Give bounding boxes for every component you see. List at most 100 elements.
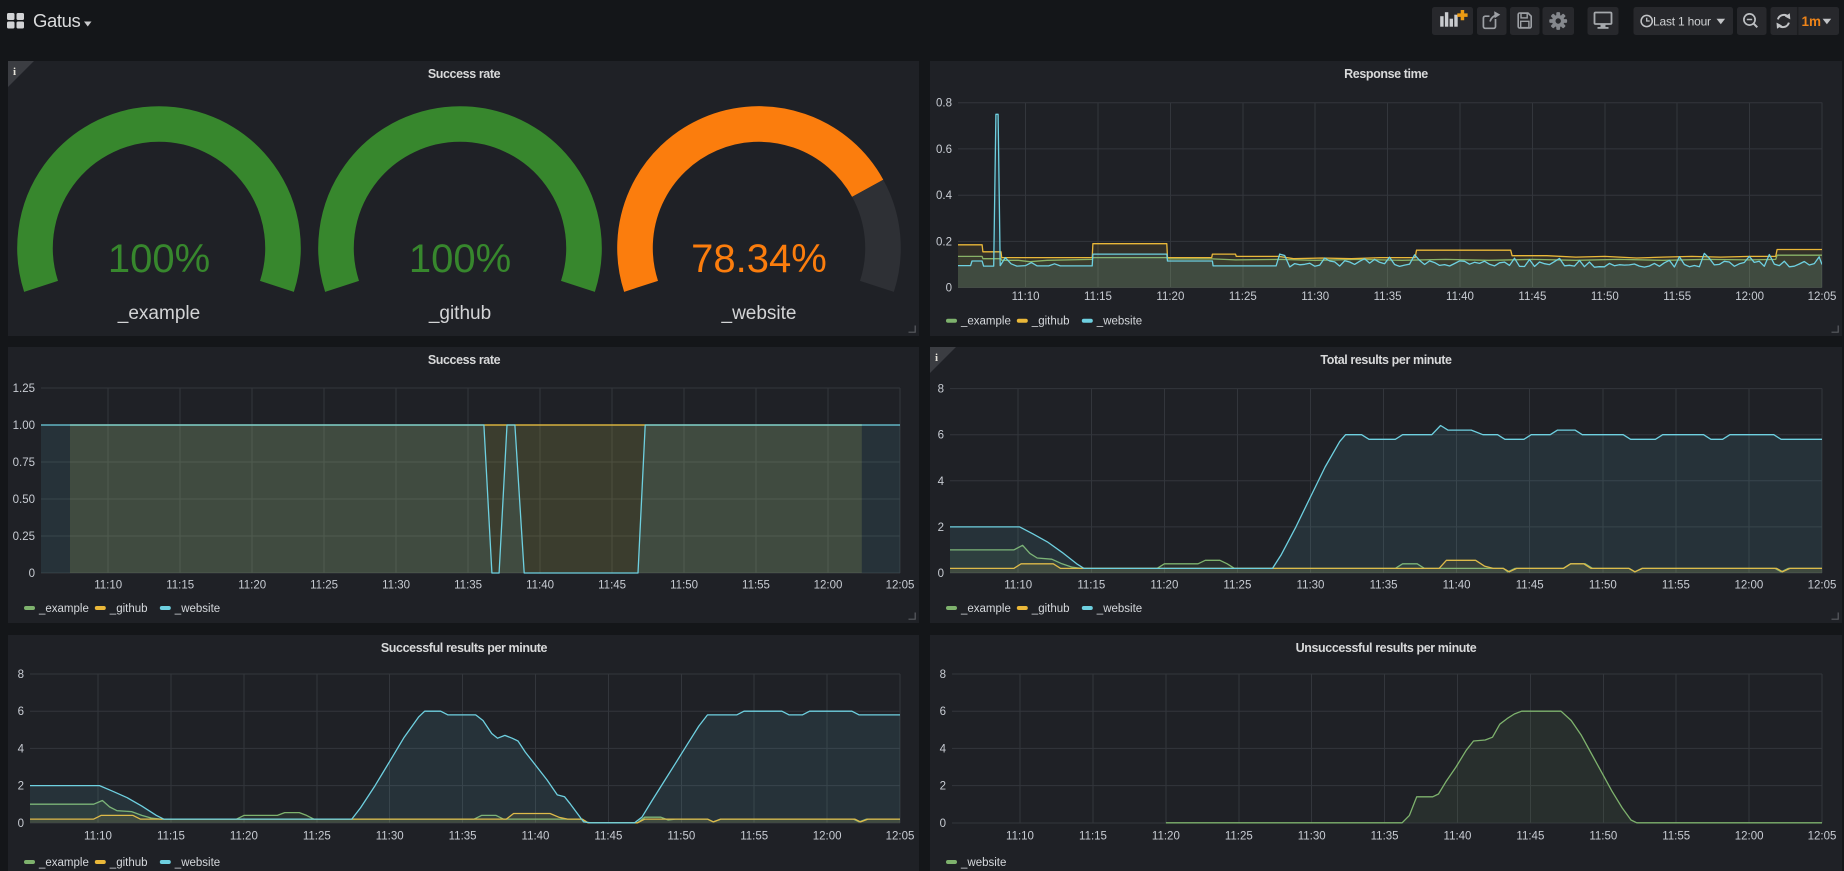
svg-text:11:45: 11:45 [1516,579,1544,591]
svg-text:i: i [935,352,938,364]
svg-text:100%: 100% [409,237,511,281]
svg-text:11:10: 11:10 [1004,579,1032,591]
svg-text:11:30: 11:30 [1301,291,1329,303]
svg-text:11:45: 11:45 [598,579,626,591]
svg-text:1.25: 1.25 [13,383,35,395]
svg-text:0.50: 0.50 [13,494,35,506]
svg-text:6: 6 [940,706,946,718]
svg-text:11:40: 11:40 [1446,291,1474,303]
svg-text:11:15: 11:15 [1077,579,1105,591]
svg-text:_example: _example [960,603,1011,615]
svg-text:11:55: 11:55 [1662,579,1690,591]
svg-text:11:15: 11:15 [166,579,194,591]
svg-text:Response time: Response time [1344,67,1428,81]
svg-text:11:55: 11:55 [1662,831,1690,843]
svg-text:0.25: 0.25 [13,531,35,543]
svg-text:i: i [13,66,16,78]
svg-text:4: 4 [938,476,945,488]
svg-text:11:20: 11:20 [238,579,266,591]
svg-text:_github: _github [1031,603,1070,615]
svg-text:11:35: 11:35 [1374,291,1402,303]
svg-text:78.34%: 78.34% [691,237,827,281]
svg-text:11:35: 11:35 [1371,831,1399,843]
svg-text:11:55: 11:55 [1663,291,1691,303]
svg-text:11:10: 11:10 [84,831,112,843]
svg-text:11:40: 11:40 [522,831,550,843]
svg-text:_github: _github [109,857,148,869]
svg-text:12:05: 12:05 [886,579,915,591]
svg-text:11:45: 11:45 [1518,291,1546,303]
svg-text:11:20: 11:20 [1150,579,1178,591]
svg-text:6: 6 [938,430,944,442]
svg-text:_github: _github [428,303,491,324]
svg-text:0: 0 [938,568,944,580]
svg-text:11:15: 11:15 [157,831,185,843]
svg-text:1m: 1m [1802,14,1822,29]
svg-text:11:10: 11:10 [1012,291,1040,303]
svg-text:_github: _github [109,603,148,615]
svg-text:6: 6 [18,706,24,718]
svg-text:11:30: 11:30 [376,831,404,843]
svg-text:_example: _example [960,316,1011,328]
svg-text:11:20: 11:20 [1152,831,1180,843]
svg-text:2: 2 [938,522,944,534]
svg-text:11:55: 11:55 [742,579,770,591]
svg-text:11:25: 11:25 [1225,831,1253,843]
svg-text:11:35: 11:35 [449,831,477,843]
svg-text:_website: _website [174,603,220,615]
svg-text:_website: _website [1096,316,1142,328]
svg-text:_website: _website [174,857,220,869]
svg-text:Gatus: Gatus [33,10,81,31]
svg-text:_website: _website [721,303,797,324]
svg-text:11:35: 11:35 [454,579,482,591]
svg-text:11:45: 11:45 [1516,831,1544,843]
svg-text:11:10: 11:10 [1006,831,1034,843]
svg-text:2: 2 [940,781,946,793]
svg-text:12:05: 12:05 [1808,831,1837,843]
svg-text:_website: _website [1096,603,1142,615]
svg-text:12:00: 12:00 [814,579,843,591]
svg-text:11:30: 11:30 [382,579,410,591]
svg-text:8: 8 [18,669,24,681]
svg-text:12:05: 12:05 [1808,579,1837,591]
svg-text:0: 0 [946,283,952,295]
svg-text:11:40: 11:40 [526,579,554,591]
svg-text:11:10: 11:10 [94,579,122,591]
svg-text:12:00: 12:00 [1735,291,1764,303]
svg-text:11:40: 11:40 [1443,579,1471,591]
svg-text:11:50: 11:50 [1591,291,1619,303]
svg-text:Total results per minute: Total results per minute [1320,353,1452,367]
svg-text:12:00: 12:00 [1735,831,1764,843]
svg-text:11:40: 11:40 [1444,831,1472,843]
svg-text:11:30: 11:30 [1298,831,1326,843]
svg-text:11:30: 11:30 [1297,579,1325,591]
svg-text:11:15: 11:15 [1084,291,1112,303]
svg-text:0.4: 0.4 [936,190,953,202]
svg-text:11:55: 11:55 [740,831,768,843]
svg-text:11:35: 11:35 [1370,579,1398,591]
svg-text:12:05: 12:05 [886,831,915,843]
svg-text:0.2: 0.2 [936,236,952,248]
svg-text:Success rate: Success rate [428,353,501,367]
svg-text:_github: _github [1031,316,1070,328]
svg-text:8: 8 [940,669,946,681]
svg-text:11:20: 11:20 [1156,291,1184,303]
svg-text:4: 4 [18,743,25,755]
svg-text:2: 2 [18,781,24,793]
svg-text:11:15: 11:15 [1079,831,1107,843]
svg-text:Successful results per minute: Successful results per minute [381,641,548,655]
svg-text:12:05: 12:05 [1808,291,1837,303]
svg-text:_website: _website [960,857,1006,869]
svg-text:_example: _example [38,603,89,615]
svg-text:11:50: 11:50 [1589,831,1617,843]
svg-text:11:25: 11:25 [1223,579,1251,591]
svg-text:11:25: 11:25 [303,831,331,843]
svg-text:Unsuccessful results per minut: Unsuccessful results per minute [1296,641,1477,655]
svg-text:0: 0 [29,568,35,580]
svg-text:8: 8 [938,384,944,396]
svg-text:11:20: 11:20 [230,831,258,843]
svg-text:0: 0 [940,818,946,830]
svg-text:0: 0 [18,818,24,830]
svg-text:11:50: 11:50 [1589,579,1617,591]
svg-text:12:00: 12:00 [1735,579,1764,591]
